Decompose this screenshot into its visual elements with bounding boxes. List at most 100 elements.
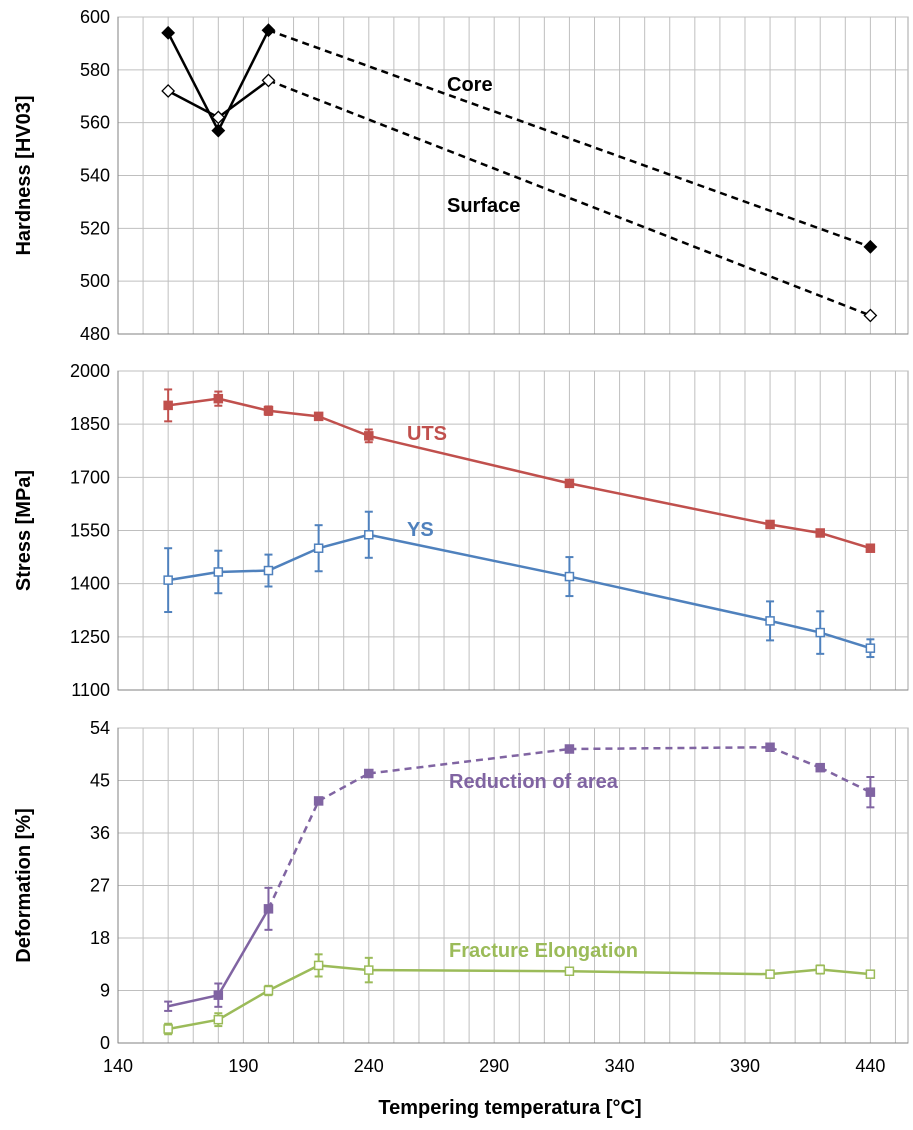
y-tick-label: 1250: [70, 627, 110, 647]
data-point-marker: [213, 990, 224, 1000]
x-tick-label: 290: [479, 1056, 509, 1076]
data-point-marker: [865, 543, 876, 553]
data-point-marker: [865, 643, 876, 653]
data-point-marker: [263, 565, 274, 576]
series-line-segment: [217, 79, 270, 119]
y-tick-label: 560: [80, 113, 110, 133]
data-point-marker: [261, 23, 276, 38]
panel-1: 480 500 520 540 560 580 600 Hardness [HV03] Core…: [13, 7, 909, 344]
y-tick-label: 540: [80, 166, 110, 186]
series-line-segment: [769, 523, 821, 535]
data-point-marker: [263, 985, 274, 996]
series-line-segment: [217, 908, 270, 996]
data-point-marker: [313, 543, 324, 553]
data-point-marker: [815, 964, 825, 975]
series-label: YS: [407, 519, 434, 541]
series-line-segment: [769, 968, 821, 976]
series-reduction-of-area: Reduction of area: [164, 742, 876, 1012]
data-point-marker: [863, 308, 878, 323]
series-line-segment: [217, 29, 270, 132]
x-tick-label: 390: [730, 1056, 760, 1076]
series-ys: YS: [163, 510, 876, 659]
series-line-segment: [267, 547, 320, 572]
series-line-segment: [167, 397, 219, 407]
series-dashed-segment: [268, 29, 871, 249]
series-line-segment: [819, 631, 871, 650]
panel-3: 0 9 18 27 36 45 54 Deformation [%] Reduction of …: [13, 718, 909, 1053]
x-tick-label: 240: [354, 1056, 384, 1076]
series-line-segment: [167, 1018, 219, 1031]
series-uts: UTS: [163, 388, 876, 553]
series-line-segment: [318, 533, 370, 550]
y-tick-label: 54: [90, 718, 110, 738]
series-line-segment: [368, 434, 570, 485]
data-point-marker: [865, 969, 876, 979]
data-point-marker: [564, 478, 575, 489]
series-line-segment: [218, 569, 269, 574]
series-line-segment: [218, 397, 269, 412]
series-dashed-segment: [769, 746, 821, 769]
series-line-segment: [368, 533, 570, 578]
series-dashed-segment: [819, 766, 871, 794]
series-dashed-segment: [267, 800, 320, 910]
x-tick-label: 340: [605, 1056, 635, 1076]
data-point-marker: [213, 567, 224, 577]
data-point-marker: [364, 768, 374, 779]
y-tick-label: 480: [80, 324, 110, 344]
series-line-segment: [318, 964, 369, 972]
y-tick-label: 1400: [70, 574, 110, 594]
data-point-marker: [163, 1024, 173, 1034]
series-line-segment: [167, 993, 219, 1008]
series-line-segment: [769, 619, 821, 634]
y-tick-label: 0: [100, 1033, 110, 1053]
y-tick-label: 580: [80, 60, 110, 80]
series-line-segment: [167, 570, 219, 582]
x-tick-label: 140: [103, 1056, 133, 1076]
data-point-marker: [213, 1014, 224, 1025]
y-tick-label: 1550: [70, 521, 110, 541]
series-label: Reduction of area: [449, 771, 619, 793]
series-line-segment: [569, 970, 771, 976]
series-line-segment: [268, 409, 319, 418]
data-point-marker: [815, 528, 825, 538]
data-point-marker: [261, 73, 276, 88]
y-tick-label: 1700: [70, 467, 110, 487]
data-point-marker: [863, 239, 878, 254]
y-axis-title: Stress [MPa]: [13, 470, 35, 591]
x-tick-label: 440: [855, 1056, 885, 1076]
y-tick-label: 1100: [71, 680, 110, 700]
data-point-marker: [364, 530, 374, 540]
data-point-marker: [364, 431, 374, 441]
y-tick-label: 520: [80, 218, 110, 238]
series-line-segment: [167, 89, 219, 119]
y-tick-label: 600: [80, 7, 110, 27]
series-line-segment: [820, 968, 871, 976]
data-point-marker: [815, 627, 825, 638]
series-dashed-segment: [318, 772, 370, 803]
y-tick-label: 2000: [70, 361, 110, 381]
data-point-marker: [865, 787, 876, 797]
data-point-marker: [313, 411, 324, 422]
data-point-marker: [263, 904, 274, 914]
series-line-segment: [318, 415, 370, 438]
y-tick-label: 500: [80, 271, 110, 291]
series-line-segment: [819, 531, 871, 550]
data-point-marker: [765, 742, 775, 752]
x-axis-title: Tempering temperatura [°C]: [378, 1097, 641, 1119]
data-point-marker: [161, 25, 176, 40]
series-line-segment: [569, 575, 771, 623]
data-point-marker: [364, 965, 374, 975]
data-point-marker: [313, 960, 324, 971]
series-surface: Surface: [161, 73, 878, 323]
data-point-marker: [765, 616, 775, 626]
data-point-marker: [765, 969, 775, 979]
data-point-marker: [313, 796, 324, 806]
data-point-marker: [815, 762, 825, 773]
series-label: Core: [447, 74, 493, 96]
data-point-marker: [564, 744, 575, 754]
y-tick-label: 18: [90, 928, 110, 948]
y-axis-title: Hardness [HV03]: [13, 95, 35, 255]
data-point-marker: [211, 110, 226, 125]
data-point-marker: [211, 123, 226, 138]
